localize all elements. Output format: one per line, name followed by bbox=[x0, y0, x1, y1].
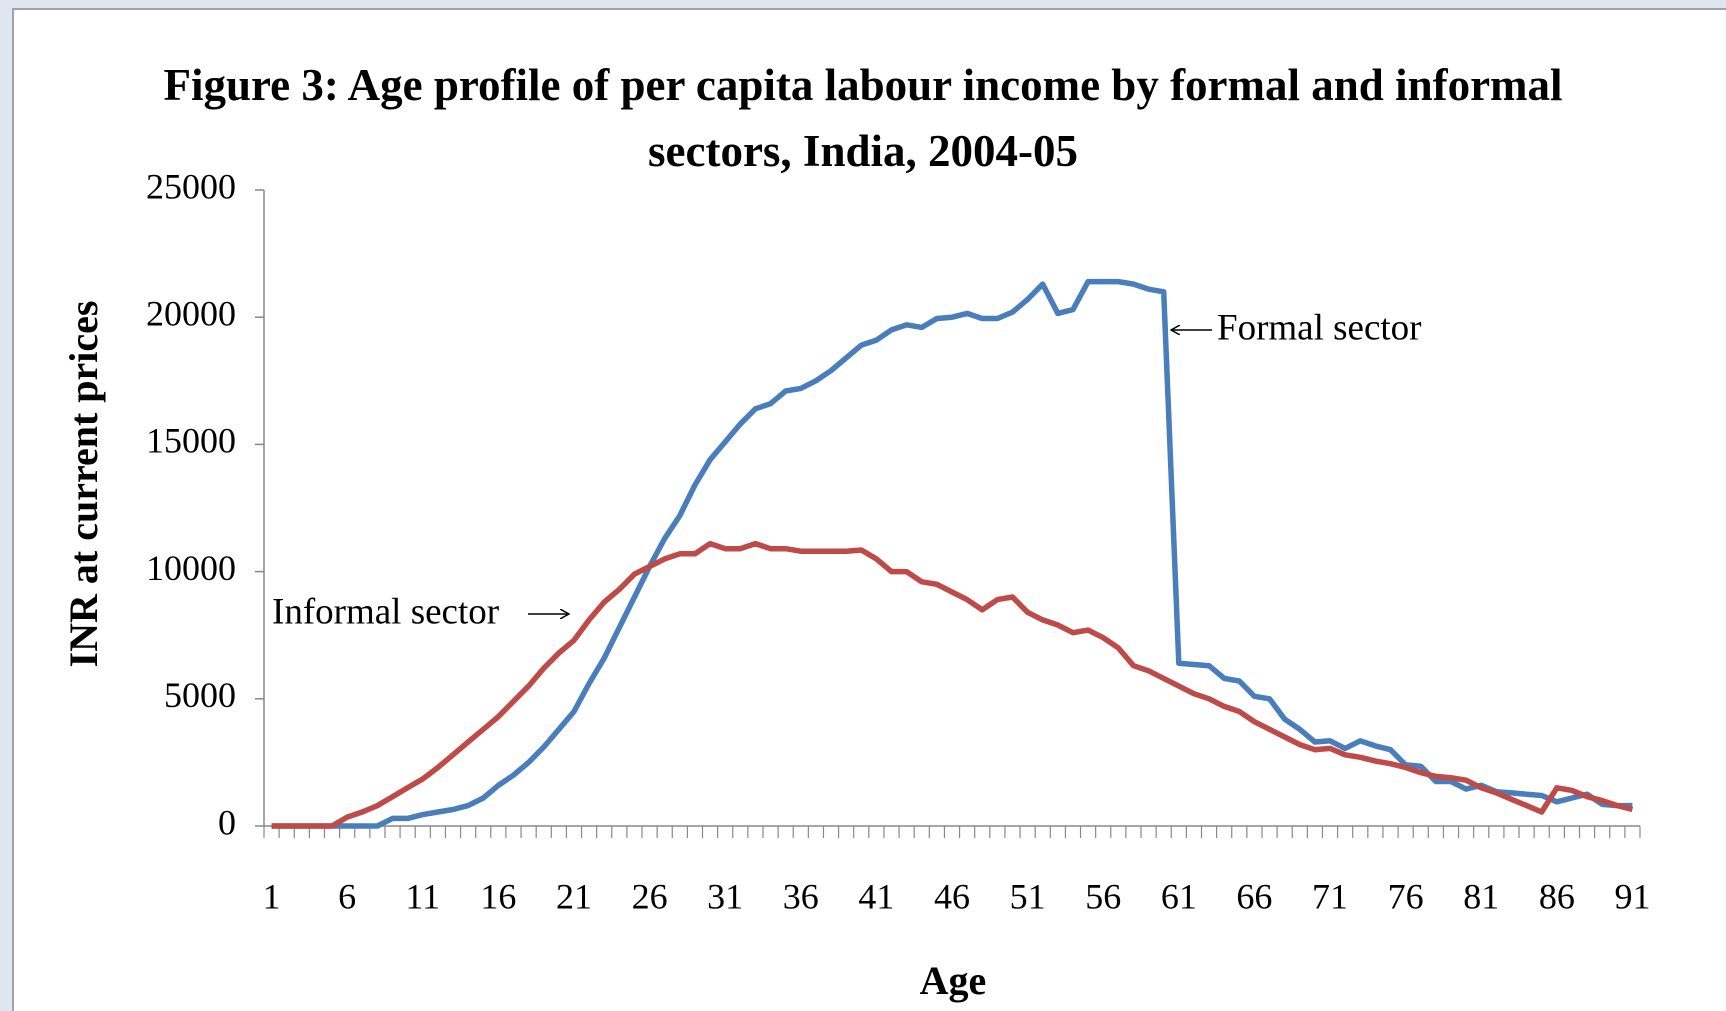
y-tick-label: 25000 bbox=[146, 166, 236, 206]
y-axis-title: INR at current prices bbox=[61, 301, 106, 668]
x-tick-label: 76 bbox=[1388, 876, 1424, 916]
y-tick-label: 20000 bbox=[146, 293, 236, 333]
x-tick-label: 36 bbox=[783, 876, 819, 916]
x-tick-label: 16 bbox=[480, 876, 516, 916]
x-tick-label: 56 bbox=[1085, 876, 1121, 916]
x-tick-label: 11 bbox=[405, 876, 440, 916]
x-tick-label: 66 bbox=[1236, 876, 1272, 916]
x-axis-title: Age bbox=[920, 958, 987, 1003]
y-tick-label: 15000 bbox=[146, 421, 236, 461]
x-tick-label: 41 bbox=[858, 876, 894, 916]
informal-annotation: Informal sector bbox=[272, 591, 499, 632]
y-tick-label: 10000 bbox=[146, 548, 236, 588]
x-tick-label: 81 bbox=[1463, 876, 1499, 916]
x-tick-label: 91 bbox=[1614, 876, 1650, 916]
x-tick-label: 21 bbox=[556, 876, 592, 916]
x-tick-label: 6 bbox=[338, 876, 356, 916]
x-tick-label: 61 bbox=[1161, 876, 1197, 916]
chart-panel bbox=[12, 8, 1726, 1011]
x-tick-label: 26 bbox=[632, 876, 668, 916]
formal-annotation: Formal sector bbox=[1217, 307, 1421, 348]
x-tick-label: 86 bbox=[1539, 876, 1575, 916]
chart-title: Figure 3: Age profile of per capita labo… bbox=[163, 60, 1563, 176]
x-tick-label: 1 bbox=[263, 876, 281, 916]
series-line bbox=[271, 540, 1634, 829]
x-tick-label: 71 bbox=[1312, 876, 1348, 916]
x-tick-label: 46 bbox=[934, 876, 970, 916]
x-tick-label: 31 bbox=[707, 876, 743, 916]
y-tick-label: 5000 bbox=[164, 675, 236, 715]
y-tick-label: 0 bbox=[218, 802, 236, 842]
series-line bbox=[271, 278, 1633, 829]
x-tick-label: 51 bbox=[1010, 876, 1046, 916]
